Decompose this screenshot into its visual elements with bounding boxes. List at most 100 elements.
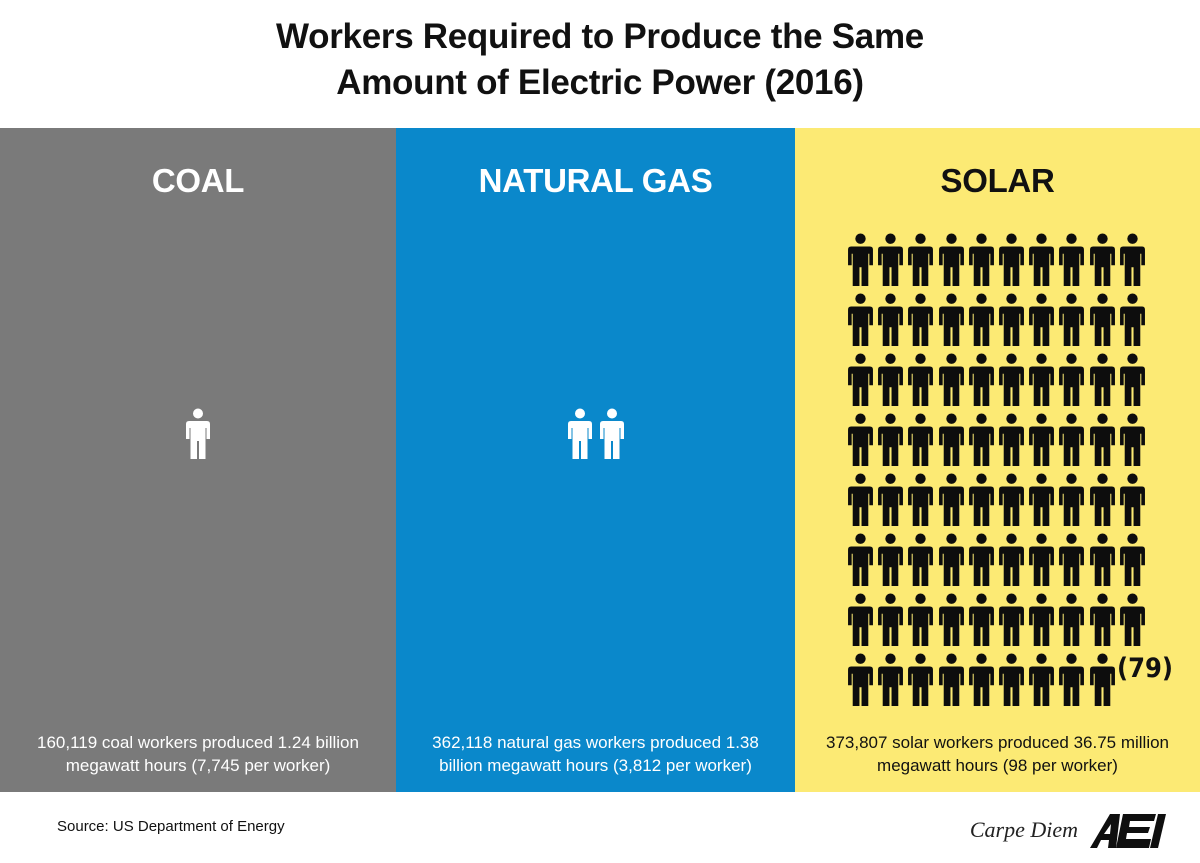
solar-panel-title: SOLAR xyxy=(940,162,1055,199)
solar-worker-icon xyxy=(1029,293,1055,346)
solar-worker-icon xyxy=(1089,653,1115,706)
coal-panel-description: 160,119 coal workers produced 1.24 billi… xyxy=(37,733,359,775)
solar-worker-icon xyxy=(848,293,873,346)
solar-worker-icon xyxy=(908,653,934,706)
solar-worker-icon xyxy=(998,653,1024,706)
aei-logo-icon xyxy=(1090,814,1166,848)
solar-worker-icon xyxy=(998,293,1024,346)
solar-worker-icon xyxy=(1089,233,1115,286)
solar-worker-icon xyxy=(1059,473,1085,526)
solar-worker-icon xyxy=(938,473,964,526)
solar-worker-icon xyxy=(1089,473,1115,526)
solar-worker-row xyxy=(847,533,1147,593)
solar-worker-icon xyxy=(908,593,934,646)
brand-signature: Carpe Diem xyxy=(970,810,1178,850)
coal-worker-icon xyxy=(186,408,210,459)
solar-worker-icon xyxy=(878,653,904,706)
solar-worker-icon xyxy=(1089,293,1115,346)
solar-worker-icon xyxy=(968,533,994,586)
solar-worker-icon xyxy=(1119,473,1145,526)
solar-worker-icon xyxy=(848,413,873,466)
solar-worker-icon xyxy=(878,473,904,526)
solar-worker-icon xyxy=(1059,233,1085,286)
solar-worker-icon xyxy=(1089,533,1115,586)
solar-worker-icon xyxy=(1119,353,1145,406)
solar-worker-icon xyxy=(1119,413,1145,466)
solar-worker-grid xyxy=(847,233,1147,713)
solar-worker-icon xyxy=(1119,293,1145,346)
coal-panel: COAL 160,119 coal workers produced 1.24 … xyxy=(0,128,396,792)
solar-worker-icon xyxy=(848,593,873,646)
solar-worker-icon xyxy=(1029,473,1055,526)
solar-worker-icon xyxy=(1059,533,1085,586)
solar-worker-icon xyxy=(968,473,994,526)
coal-panel-title: COAL xyxy=(151,162,245,199)
solar-worker-icon xyxy=(848,353,873,406)
brand-text: Carpe Diem xyxy=(969,817,1078,842)
solar-worker-row xyxy=(847,293,1147,353)
solar-worker-icon xyxy=(908,413,934,466)
solar-worker-row xyxy=(847,413,1147,473)
solar-panel-description: 373,807 solar workers produced 36.75 mil… xyxy=(825,733,1170,775)
solar-worker-icon xyxy=(968,653,994,706)
solar-worker-icon xyxy=(848,533,873,586)
pictograph-panels: COAL 160,119 coal workers produced 1.24 … xyxy=(0,128,1200,792)
solar-worker-icon xyxy=(1029,653,1055,706)
natural-gas-panel-title: NATURAL GAS xyxy=(478,162,713,199)
solar-worker-icon xyxy=(848,653,873,706)
solar-worker-icon xyxy=(938,233,964,286)
solar-worker-icon xyxy=(968,413,994,466)
solar-worker-icon xyxy=(1029,413,1055,466)
source-note: Source: US Department of Energy xyxy=(57,818,285,835)
natural-gas-worker-row xyxy=(396,408,795,459)
solar-worker-icon xyxy=(938,293,964,346)
solar-worker-icon xyxy=(998,413,1024,466)
solar-worker-icon xyxy=(1029,533,1055,586)
solar-worker-count: (79) xyxy=(1117,653,1174,684)
solar-worker-icon xyxy=(848,473,873,526)
solar-worker-icon xyxy=(998,473,1024,526)
solar-worker-icon xyxy=(938,653,964,706)
solar-worker-icon xyxy=(1059,413,1085,466)
solar-worker-icon xyxy=(968,353,994,406)
solar-worker-icon xyxy=(998,353,1024,406)
solar-worker-icon xyxy=(998,233,1024,286)
solar-worker-icon xyxy=(968,593,994,646)
chart-title-line-2: Amount of Electric Power (2016) xyxy=(336,63,864,102)
solar-worker-icon xyxy=(848,233,873,286)
solar-worker-icon xyxy=(878,593,904,646)
solar-worker-icon xyxy=(938,533,964,586)
solar-worker-icon xyxy=(1059,653,1085,706)
solar-worker-icon xyxy=(998,593,1024,646)
solar-worker-icon xyxy=(878,353,904,406)
solar-worker-icon xyxy=(908,533,934,586)
solar-worker-icon xyxy=(998,533,1024,586)
solar-worker-icon xyxy=(908,233,934,286)
solar-worker-icon xyxy=(908,353,934,406)
solar-worker-row xyxy=(847,353,1147,413)
solar-worker-icon xyxy=(1059,293,1085,346)
solar-worker-icon xyxy=(1089,353,1115,406)
solar-worker-icon xyxy=(908,473,934,526)
solar-worker-icon xyxy=(908,293,934,346)
solar-worker-icon xyxy=(1059,353,1085,406)
coal-worker-row xyxy=(0,408,396,459)
solar-worker-icon xyxy=(968,233,994,286)
solar-worker-icon xyxy=(1119,233,1145,286)
solar-worker-row xyxy=(847,593,1147,653)
natural-gas-worker-icon xyxy=(599,408,624,459)
solar-panel: SOLAR (79) 373,807 solar workers produce… xyxy=(795,128,1200,792)
solar-worker-icon xyxy=(1089,413,1115,466)
solar-worker-icon xyxy=(1029,353,1055,406)
solar-worker-icon xyxy=(878,533,904,586)
solar-worker-icon xyxy=(878,233,904,286)
solar-worker-row xyxy=(847,653,1147,713)
solar-worker-row xyxy=(847,473,1147,533)
solar-worker-row xyxy=(847,233,1147,293)
solar-worker-icon xyxy=(938,353,964,406)
solar-worker-icon xyxy=(1029,233,1055,286)
solar-worker-icon xyxy=(1059,593,1085,646)
solar-worker-icon xyxy=(1119,533,1145,586)
solar-worker-icon xyxy=(878,293,904,346)
chart-title-line-1: Workers Required to Produce the Same xyxy=(276,17,924,56)
